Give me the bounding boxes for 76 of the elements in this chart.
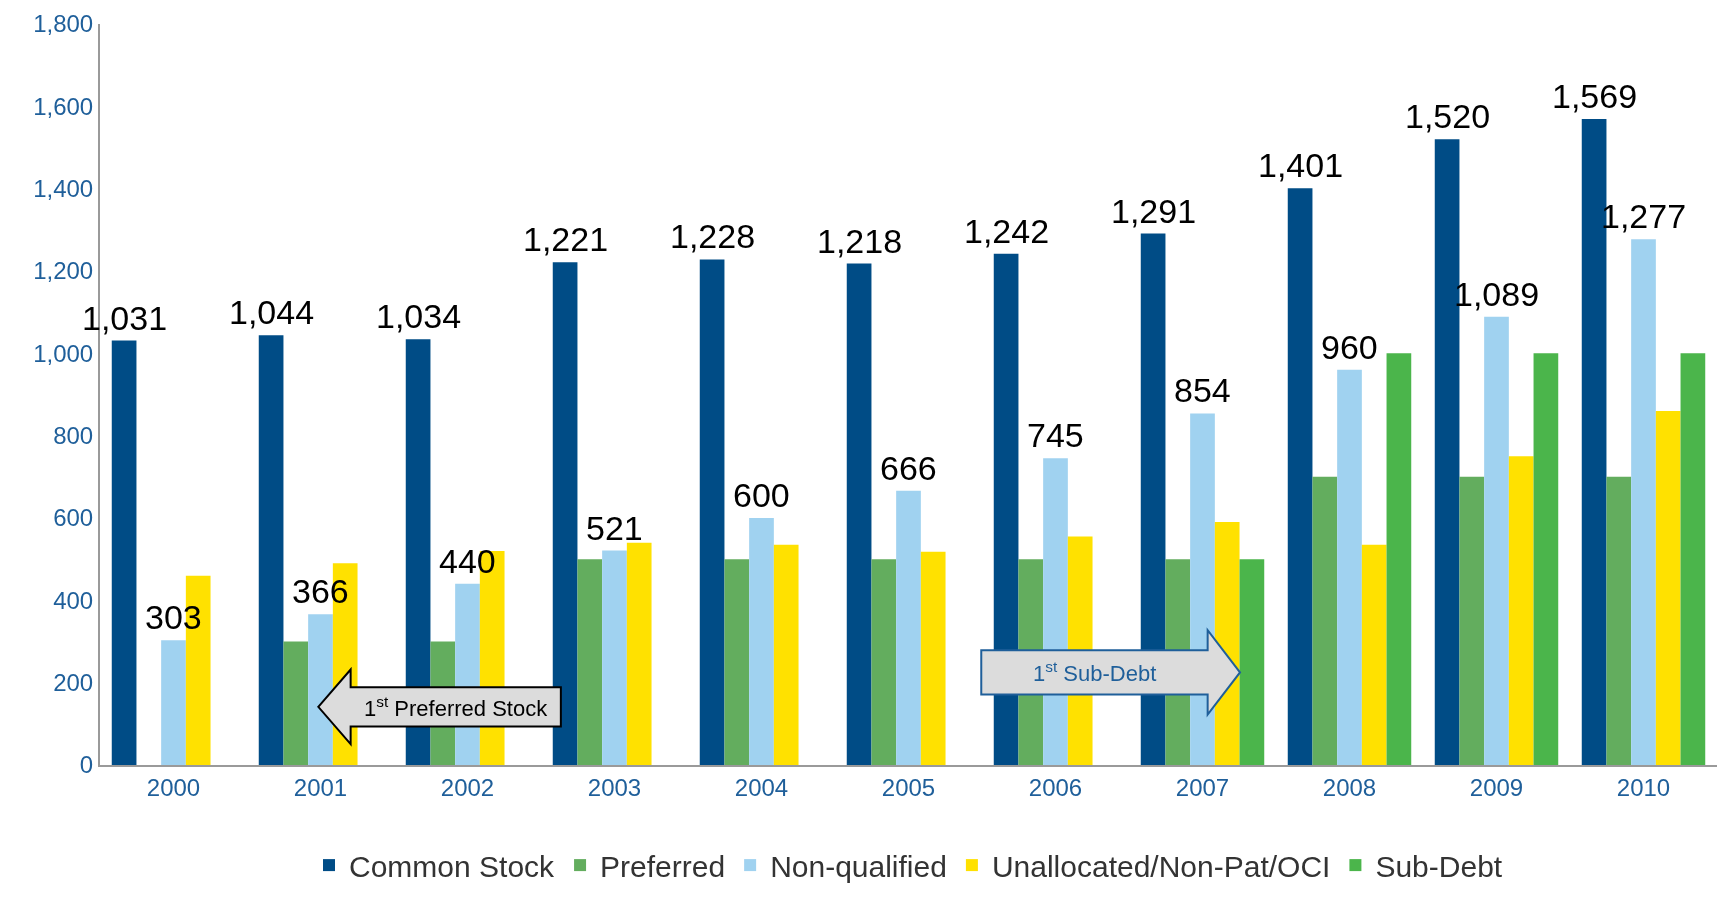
y-tick-label: 1,600 <box>33 92 94 120</box>
bar <box>1287 188 1313 765</box>
y-tick-label: 600 <box>53 504 94 532</box>
bar <box>1606 476 1632 765</box>
y-tick-label: 1,000 <box>33 339 94 367</box>
y-tick-label: 200 <box>53 669 94 697</box>
x-tick-label: 2004 <box>734 773 789 801</box>
bar <box>773 544 799 765</box>
y-tick-label: 1,400 <box>33 175 94 203</box>
legend-label: Unallocated/Non-Pat/OCI <box>991 849 1331 883</box>
annotation: 1$^{st}$ Preferred Stock <box>364 693 549 722</box>
data-label: 1,221 <box>523 220 609 258</box>
y-tick-label: 1,800 <box>33 10 94 38</box>
bar <box>161 640 186 765</box>
x-tick-label: 2007 <box>1175 773 1230 801</box>
bar <box>1680 353 1706 765</box>
bar <box>308 614 333 765</box>
data-label: 745 <box>1027 416 1084 454</box>
x-tick-label: 2001 <box>293 773 348 801</box>
data-label: 1,218 <box>817 222 903 260</box>
bar <box>626 542 652 765</box>
bar <box>1533 353 1559 765</box>
y-tick-label: 0 <box>79 751 94 779</box>
bar <box>283 641 309 765</box>
x-tick-label: 2005 <box>881 773 936 801</box>
data-label: 1,520 <box>1405 97 1491 135</box>
bar <box>920 551 946 765</box>
bar <box>1337 369 1362 765</box>
bar <box>258 335 284 765</box>
x-tick-label: 2000 <box>146 773 201 801</box>
data-label: 1,242 <box>964 212 1050 250</box>
bar <box>749 518 774 765</box>
data-label: 1,034 <box>376 297 462 335</box>
bar <box>871 559 897 765</box>
data-label: 1,031 <box>82 299 168 337</box>
data-label: 1,291 <box>1111 192 1197 230</box>
bar <box>552 262 578 765</box>
bar <box>1484 316 1509 765</box>
data-label: 960 <box>1321 328 1378 366</box>
bar <box>602 550 627 765</box>
bar <box>1459 476 1485 765</box>
bar <box>1312 476 1338 765</box>
data-label: 1,569 <box>1552 77 1638 115</box>
bar <box>577 559 603 765</box>
data-label: 666 <box>880 449 937 487</box>
y-tick-label: 800 <box>53 422 94 450</box>
data-label: 1,401 <box>1258 146 1344 184</box>
bar <box>111 340 137 765</box>
bar <box>1631 239 1656 765</box>
bar <box>1361 544 1387 765</box>
bar <box>1386 353 1412 765</box>
y-tick-label: 1,200 <box>33 257 94 285</box>
x-tick-label: 2008 <box>1322 773 1377 801</box>
bar <box>699 259 725 765</box>
legend-label: Preferred <box>600 849 726 883</box>
data-label: 521 <box>586 509 643 547</box>
y-tick-label: 400 <box>53 586 94 614</box>
data-label: 1,228 <box>670 217 756 255</box>
legend-label: Sub-Debt <box>1375 849 1503 883</box>
bar <box>1655 410 1681 765</box>
data-label: 854 <box>1174 371 1231 409</box>
legend-label: Common Stock <box>349 849 556 883</box>
bar <box>1508 456 1534 765</box>
x-tick-label: 2003 <box>587 773 642 801</box>
legend-label: Non-qualified <box>770 849 947 883</box>
x-tick-label: 2009 <box>1469 773 1524 801</box>
annotation: 1$^{st}$ Sub-Debt <box>1033 658 1157 687</box>
x-tick-label: 2002 <box>440 773 495 801</box>
x-tick-label: 2006 <box>1028 773 1083 801</box>
bar <box>1239 559 1265 765</box>
bar <box>724 559 750 765</box>
data-label: 1,044 <box>229 293 315 331</box>
x-tick-label: 2010 <box>1616 773 1671 801</box>
bar <box>846 263 872 765</box>
data-label: 600 <box>733 476 790 514</box>
bar <box>896 490 921 765</box>
